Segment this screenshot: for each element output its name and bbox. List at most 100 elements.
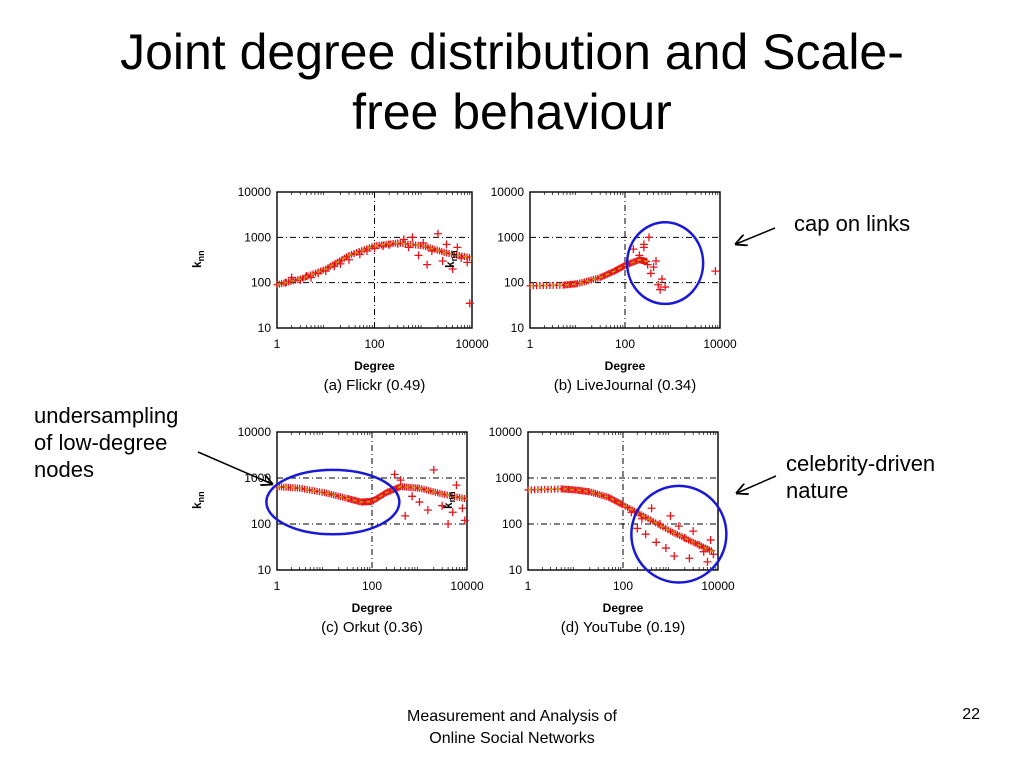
footer-line-2: Online Social Networks bbox=[429, 730, 595, 747]
x-tick-label: 10000 bbox=[703, 337, 737, 351]
x-tick-label: 100 bbox=[364, 337, 384, 351]
data-point bbox=[336, 259, 345, 268]
y-tick-label: 100 bbox=[251, 517, 271, 531]
y-tick-label: 1000 bbox=[244, 230, 271, 244]
slide-footer: Measurement and Analysis of Online Socia… bbox=[352, 706, 672, 750]
data-point bbox=[355, 250, 364, 259]
celebrity-arrow bbox=[737, 475, 777, 493]
fit-line bbox=[527, 488, 714, 553]
y-tick-label: 10 bbox=[258, 563, 272, 577]
data-point bbox=[711, 267, 720, 276]
data-point bbox=[703, 557, 712, 566]
y-tick-label: 1000 bbox=[497, 230, 524, 244]
data-point bbox=[635, 251, 644, 260]
x-tick-label: 10000 bbox=[701, 579, 735, 593]
x-tick-label: 1 bbox=[527, 337, 534, 351]
data-point bbox=[649, 263, 658, 272]
chart-caption: (a) Flickr (0.49) bbox=[324, 377, 426, 394]
y-tick-label: 10000 bbox=[491, 185, 525, 199]
highlight-circle bbox=[625, 221, 705, 306]
y-tick-label: 1000 bbox=[495, 471, 522, 485]
y-tick-label: 10000 bbox=[238, 185, 272, 199]
page-number: 22 bbox=[962, 706, 980, 723]
annotation-celebrity: celebrity-driven nature bbox=[786, 450, 986, 504]
data-point bbox=[423, 260, 432, 269]
data-point bbox=[661, 544, 670, 553]
data-point bbox=[408, 492, 417, 501]
annotation-undersampling-line-1: undersampling bbox=[34, 403, 179, 428]
data-point bbox=[390, 470, 399, 479]
x-tick-label: 100 bbox=[615, 337, 635, 351]
chart-panel-3: 10 100 1000 10000 1 100 10000 Degree knn (c) Orku… bbox=[190, 425, 484, 636]
y-tick-label: 1000 bbox=[244, 471, 271, 485]
data-point bbox=[438, 257, 447, 266]
data-point bbox=[401, 511, 410, 520]
x-tick-label: 1 bbox=[274, 579, 281, 593]
data-point bbox=[633, 524, 642, 533]
data-point bbox=[465, 299, 474, 308]
cap-arrow bbox=[736, 227, 776, 244]
y-tick-label: 10 bbox=[511, 321, 525, 335]
y-tick-label: 100 bbox=[502, 517, 522, 531]
annotation-celebrity-line-2: nature bbox=[786, 478, 849, 503]
data-point bbox=[414, 251, 423, 260]
y-axis-label: knn bbox=[190, 491, 206, 509]
slide-title-line-1: Joint degree distribution and Scale- bbox=[120, 24, 904, 80]
data-point bbox=[647, 504, 656, 513]
data-point bbox=[423, 506, 432, 515]
annotation-celebrity-line-1: celebrity-driven bbox=[786, 451, 936, 476]
data-point bbox=[637, 514, 646, 523]
data-point bbox=[629, 245, 638, 254]
data-point bbox=[460, 516, 469, 525]
data-point bbox=[399, 235, 408, 244]
data-point bbox=[458, 504, 467, 513]
data-point bbox=[457, 254, 466, 263]
highlight-circle bbox=[630, 484, 728, 584]
fit-line bbox=[276, 242, 473, 286]
x-tick-label: 1 bbox=[274, 337, 281, 351]
data-point bbox=[652, 538, 661, 547]
x-axis-label: Degree bbox=[605, 359, 646, 373]
data-point bbox=[674, 522, 683, 531]
data-point bbox=[656, 285, 665, 294]
data-point bbox=[345, 255, 354, 264]
y-axis-label: knn bbox=[441, 491, 457, 509]
data-point bbox=[644, 233, 653, 242]
data-point bbox=[654, 280, 663, 289]
y-axis-label: knn bbox=[190, 250, 206, 268]
data-point bbox=[639, 243, 648, 252]
chart-caption: (d) YouTube (0.19) bbox=[561, 619, 686, 636]
data-point bbox=[689, 527, 698, 536]
chart-panel-1: 10 100 1000 10000 1 100 10000 Degree knn (a) Flic… bbox=[190, 185, 489, 394]
data-point bbox=[706, 535, 715, 544]
annotation-cap-on-links: cap on links bbox=[794, 210, 974, 237]
data-point bbox=[641, 530, 650, 539]
data-point bbox=[463, 258, 472, 267]
y-tick-label: 10 bbox=[258, 321, 272, 335]
y-axis-label: knn bbox=[443, 250, 459, 268]
data-point bbox=[453, 243, 462, 252]
data-point bbox=[404, 243, 413, 252]
data-point bbox=[618, 500, 626, 508]
highlight-circle bbox=[265, 468, 401, 536]
annotation-undersampling-line-2: of low-degree bbox=[34, 430, 168, 455]
y-tick-label: 10 bbox=[509, 563, 523, 577]
fit-line bbox=[276, 485, 468, 503]
data-point bbox=[657, 275, 666, 284]
x-tick-label: 1 bbox=[525, 579, 532, 593]
data-point bbox=[362, 246, 371, 255]
x-tick-label: 10000 bbox=[455, 337, 489, 351]
footer-line-1: Measurement and Analysis of bbox=[407, 708, 617, 725]
data-point bbox=[385, 240, 394, 249]
annotation-cap-line-1: cap on links bbox=[794, 211, 911, 236]
chart-caption: (b) LiveJournal (0.34) bbox=[554, 377, 697, 394]
data-point bbox=[680, 533, 689, 542]
chart-caption: (c) Orkut (0.36) bbox=[321, 619, 423, 636]
data-point bbox=[396, 476, 405, 485]
data-point bbox=[415, 498, 424, 507]
annotation-undersampling-line-3: nodes bbox=[34, 457, 94, 482]
data-point bbox=[646, 269, 655, 278]
data-point bbox=[429, 465, 438, 474]
data-point bbox=[379, 242, 388, 251]
data-point bbox=[442, 240, 451, 249]
